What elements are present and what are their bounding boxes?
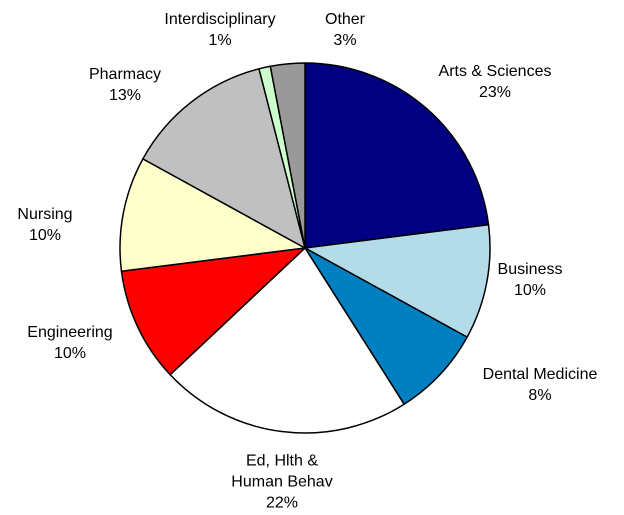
slice-label: Ed, Hlth & Human Behav 22%: [227, 451, 337, 514]
pie-slice: [304, 224, 491, 338]
slice-label: Pharmacy 13%: [89, 64, 161, 106]
slice-label: Other 3%: [325, 9, 365, 51]
pie-slice: [119, 158, 306, 272]
value-label: 10%: [53, 345, 87, 362]
pie-slice: [142, 68, 306, 249]
value-label: 23%: [478, 84, 512, 101]
category-name: Business: [497, 261, 563, 278]
slice-label: Interdisciplinary 1%: [164, 9, 275, 51]
slice-label: Engineering 10%: [27, 322, 112, 364]
value-label: 8%: [528, 387, 552, 404]
pie-slice: [169, 247, 405, 434]
pie-slice: [269, 62, 306, 249]
pie-slice: [120, 247, 306, 376]
pie-slice: [304, 247, 468, 405]
slice-label: Dental Medicine 8%: [483, 364, 598, 406]
category-name: Interdisciplinary: [164, 11, 276, 28]
slice-label: Business 10%: [498, 259, 563, 301]
value-label: 22%: [265, 494, 299, 512]
slice-label: Nursing 10%: [17, 204, 72, 246]
value-label: 10%: [513, 282, 547, 299]
value-label: 10%: [28, 227, 62, 244]
category-name: Arts & Sciences: [438, 63, 552, 80]
value-label: 13%: [108, 87, 142, 104]
value-label: 3%: [333, 32, 357, 49]
category-name: Ed, Hlth & Human Behav: [231, 452, 333, 491]
slice-label: Arts & Sciences 23%: [439, 61, 552, 103]
category-name: Other: [324, 11, 366, 28]
category-name: Nursing: [17, 206, 73, 223]
category-name: Engineering: [27, 324, 113, 341]
value-label: 1%: [208, 32, 232, 49]
category-name: Dental Medicine: [482, 366, 598, 383]
pie-slice: [304, 62, 490, 249]
category-name: Pharmacy: [88, 66, 162, 83]
